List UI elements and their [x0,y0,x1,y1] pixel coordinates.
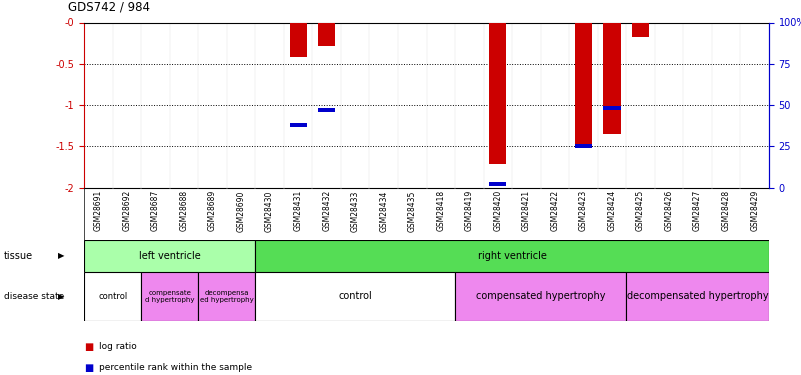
Text: ▶: ▶ [58,252,64,261]
Text: GSM28435: GSM28435 [408,190,417,231]
Text: GSM28433: GSM28433 [351,190,360,231]
Text: GSM28432: GSM28432 [322,190,331,231]
Text: GSM28688: GSM28688 [179,190,188,231]
Text: GSM28429: GSM28429 [751,190,759,231]
Bar [256,240,769,272]
Text: compensate
d hypertrophy: compensate d hypertrophy [145,290,195,303]
Text: GSM28692: GSM28692 [123,190,131,231]
Text: GSM28423: GSM28423 [579,190,588,231]
Text: ■: ■ [84,363,94,372]
Text: left ventricle: left ventricle [139,251,200,261]
Bar [575,22,592,148]
Bar [632,22,649,38]
Text: GSM28421: GSM28421 [522,190,531,231]
Text: GSM28420: GSM28420 [493,190,502,231]
Text: control: control [338,291,372,301]
Bar [575,144,592,148]
Text: GSM28426: GSM28426 [665,190,674,231]
Text: GSM28434: GSM28434 [379,190,388,231]
Text: GSM28418: GSM28418 [437,190,445,231]
Bar [318,22,336,46]
Text: log ratio: log ratio [99,342,136,351]
Bar [290,123,307,127]
Text: right ventricle: right ventricle [477,251,546,261]
Bar [489,22,506,164]
Bar [256,272,455,321]
Bar [84,240,256,272]
Text: disease state: disease state [4,292,64,301]
Text: GSM28419: GSM28419 [465,190,474,231]
Bar [141,272,198,321]
Bar [603,106,621,110]
Text: GSM28691: GSM28691 [94,190,103,231]
Text: GDS742 / 984: GDS742 / 984 [68,0,150,13]
Text: ■: ■ [84,342,94,352]
Text: GSM28431: GSM28431 [294,190,303,231]
Bar [489,182,506,186]
Bar [84,272,141,321]
Text: ▶: ▶ [58,292,64,301]
Text: compensated hypertrophy: compensated hypertrophy [476,291,606,301]
Bar [455,272,626,321]
Text: percentile rank within the sample: percentile rank within the sample [99,363,252,372]
Bar [199,272,256,321]
Text: GSM28687: GSM28687 [151,190,160,231]
Bar [603,22,621,134]
Bar [626,272,769,321]
Text: GSM28430: GSM28430 [265,190,274,231]
Text: decompensa
ed hypertrophy: decompensa ed hypertrophy [200,290,254,303]
Text: GSM28690: GSM28690 [236,190,246,231]
Text: decompensated hypertrophy: decompensated hypertrophy [627,291,768,301]
Text: tissue: tissue [4,251,33,261]
Bar [318,108,336,112]
Text: GSM28427: GSM28427 [693,190,702,231]
Text: GSM28422: GSM28422 [550,190,559,231]
Bar [290,22,307,57]
Text: GSM28424: GSM28424 [607,190,617,231]
Text: GSM28425: GSM28425 [636,190,645,231]
Text: GSM28428: GSM28428 [722,190,731,231]
Text: control: control [98,292,127,301]
Text: GSM28689: GSM28689 [208,190,217,231]
